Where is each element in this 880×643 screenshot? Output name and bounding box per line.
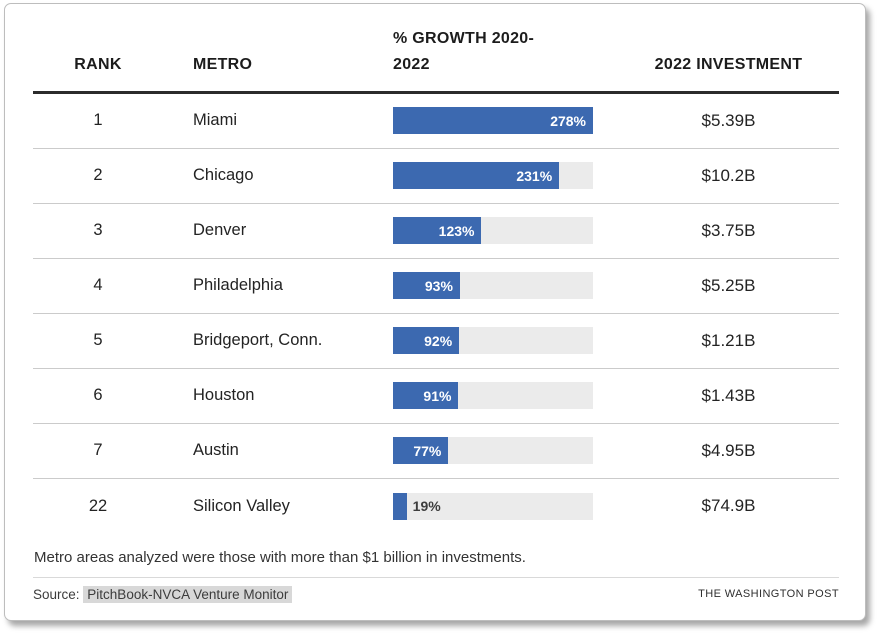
metro-cell: Austin bbox=[193, 441, 239, 460]
growth-cell: 77% bbox=[393, 437, 618, 465]
source-row: Source: PitchBook-NVCA Venture Monitor T… bbox=[33, 578, 839, 603]
growth-cell: 231% bbox=[393, 162, 618, 190]
investment-cell: $3.75B bbox=[701, 220, 756, 240]
rank-cell: 4 bbox=[93, 276, 103, 295]
table-row: 1 Miami 278% $5.39B bbox=[33, 94, 839, 149]
header-metro: METRO bbox=[193, 56, 253, 74]
investment-cell: $5.39B bbox=[701, 110, 756, 130]
rank-cell: 22 bbox=[88, 496, 108, 515]
bar-track: 278% bbox=[393, 107, 593, 135]
bar-fill: 231% bbox=[393, 162, 560, 190]
footnote: Metro areas analyzed were those with mor… bbox=[33, 534, 839, 578]
rank-cell: 7 bbox=[93, 441, 103, 460]
bar-label-inside: 231% bbox=[516, 167, 553, 184]
bar-label-inside: 93% bbox=[424, 277, 453, 294]
table-row: 6 Houston 91% $1.43B bbox=[33, 369, 839, 424]
bar-label-inside: 123% bbox=[438, 222, 475, 239]
bar-track: 93% bbox=[393, 272, 593, 300]
header-investment: 2022 INVESTMENT bbox=[654, 56, 803, 74]
rank-cell: 6 bbox=[93, 386, 103, 405]
bar-track: 123% bbox=[393, 217, 593, 245]
table-row: 2 Chicago 231% $10.2B bbox=[33, 149, 839, 204]
investment-cell: $10.2B bbox=[701, 165, 756, 185]
bar-fill bbox=[393, 492, 407, 520]
bar-track: 19% bbox=[393, 492, 593, 520]
table-row: 3 Denver 123% $3.75B bbox=[33, 204, 839, 259]
table-header: RANK METRO % GROWTH 2020-2022 2022 INVES… bbox=[33, 20, 839, 94]
metro-cell: Houston bbox=[193, 386, 255, 405]
bar-fill: 93% bbox=[393, 272, 460, 300]
investment-cell: $74.9B bbox=[701, 496, 756, 516]
bar-label-outside: 19% bbox=[412, 498, 441, 515]
investment-cell: $1.21B bbox=[701, 330, 756, 350]
table-row: 7 Austin 77% $4.95B bbox=[33, 424, 839, 479]
investment-cell: $1.43B bbox=[701, 385, 756, 405]
table-row: 5 Bridgeport, Conn. 92% $1.21B bbox=[33, 314, 839, 369]
growth-cell: 92% bbox=[393, 327, 618, 355]
bar-fill: 92% bbox=[393, 327, 460, 355]
rank-cell: 3 bbox=[93, 221, 103, 240]
investment-cell: $4.95B bbox=[701, 440, 756, 460]
table-row: 22 Silicon Valley 19% $74.9B bbox=[33, 479, 839, 534]
growth-cell: 93% bbox=[393, 272, 618, 300]
rank-cell: 5 bbox=[93, 331, 103, 350]
rank-cell: 2 bbox=[93, 166, 103, 185]
chart-card: RANK METRO % GROWTH 2020-2022 2022 INVES… bbox=[4, 3, 866, 621]
bar-fill: 77% bbox=[393, 437, 449, 465]
source-name: PitchBook-NVCA Venture Monitor bbox=[83, 585, 293, 603]
metro-cell: Philadelphia bbox=[193, 276, 283, 295]
growth-cell: 123% bbox=[393, 217, 618, 245]
growth-cell: 19% bbox=[393, 492, 618, 520]
credit: THE WASHINGTON POST bbox=[698, 588, 839, 601]
bar-label-inside: 91% bbox=[423, 387, 452, 404]
source-line: Source: PitchBook-NVCA Venture Monitor bbox=[33, 585, 293, 603]
bar-fill: 278% bbox=[393, 107, 593, 135]
investment-cell: $5.25B bbox=[701, 275, 756, 295]
source-prefix: Source: bbox=[33, 586, 80, 602]
table-row: 4 Philadelphia 93% $5.25B bbox=[33, 259, 839, 314]
table-body: 1 Miami 278% $5.39B 2 Chicago 231% $10.2… bbox=[33, 94, 839, 534]
bar-fill: 123% bbox=[393, 217, 482, 245]
metro-cell: Chicago bbox=[193, 166, 254, 185]
bar-track: 231% bbox=[393, 162, 593, 190]
rank-cell: 1 bbox=[93, 111, 103, 130]
bar-label-inside: 278% bbox=[550, 112, 586, 129]
growth-cell: 91% bbox=[393, 382, 618, 410]
metro-cell: Bridgeport, Conn. bbox=[193, 331, 323, 350]
bar-label-inside: 77% bbox=[413, 442, 442, 459]
bar-track: 91% bbox=[393, 382, 593, 410]
metro-cell: Denver bbox=[193, 221, 247, 240]
header-growth: % GROWTH 2020-2022 bbox=[393, 30, 535, 74]
bar-track: 92% bbox=[393, 327, 593, 355]
bar-label-inside: 92% bbox=[424, 332, 453, 349]
metro-cell: Silicon Valley bbox=[193, 496, 290, 515]
metro-cell: Miami bbox=[193, 111, 237, 130]
bar-fill: 91% bbox=[393, 382, 459, 410]
header-rank: RANK bbox=[74, 56, 122, 74]
bar-track: 77% bbox=[393, 437, 593, 465]
growth-cell: 278% bbox=[393, 107, 618, 135]
